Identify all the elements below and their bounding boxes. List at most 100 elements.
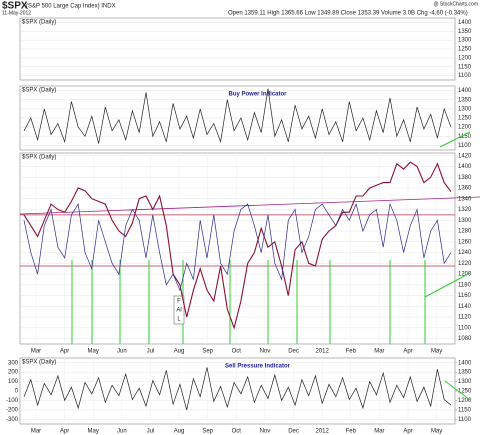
y-tick-label: 1200 bbox=[458, 125, 472, 131]
panel-label: $SPX (Daily) bbox=[22, 88, 56, 94]
y-tick-label: 1300 bbox=[458, 106, 472, 112]
y-tick-label: 0 bbox=[15, 389, 19, 395]
annotation: Al bbox=[176, 308, 181, 314]
x-tick-label: Aug bbox=[174, 429, 185, 435]
x-tick-label: Mar bbox=[374, 429, 384, 435]
trend-line bbox=[444, 380, 471, 401]
y-tick-label: 1140 bbox=[458, 304, 472, 310]
x-tick-label: May bbox=[431, 349, 442, 355]
y-tick-label: 1250 bbox=[458, 47, 472, 53]
x-tick-label: Dec bbox=[288, 349, 299, 355]
y-tick-label: 1200 bbox=[458, 55, 472, 61]
source: @ StockCharts.com bbox=[433, 1, 478, 7]
x-tick-label: May bbox=[88, 349, 99, 355]
y-tick-label: 1120 bbox=[458, 315, 472, 321]
x-tick-label: May bbox=[88, 429, 99, 435]
x-tick-label: Apr bbox=[403, 429, 412, 435]
annotation: F bbox=[177, 299, 181, 305]
y-tick-label: 1420 bbox=[458, 153, 472, 159]
y-tick-label: 1220 bbox=[458, 261, 472, 267]
series-line bbox=[23, 161, 452, 330]
x-tick-label: Sep bbox=[202, 429, 213, 435]
y-tick-label: 1280 bbox=[458, 229, 472, 235]
y-tick-label: 1320 bbox=[458, 207, 472, 213]
y-tick-label: 1400 bbox=[458, 88, 472, 94]
panel-title: Buy Power Indicator bbox=[228, 92, 287, 98]
panel-label: $SPX (Daily) bbox=[22, 20, 56, 26]
series-line bbox=[23, 88, 452, 144]
annotation-box bbox=[173, 295, 185, 325]
y-tick-label: 1350 bbox=[458, 29, 472, 35]
y-tick-label: 1300 bbox=[458, 218, 472, 224]
x-tick-label: Feb bbox=[346, 429, 357, 435]
x-tick-label: Apr bbox=[60, 429, 69, 435]
series-line bbox=[23, 202, 452, 292]
y-tick-label: 1400 bbox=[458, 20, 472, 26]
y-tick-label: 1180 bbox=[458, 282, 472, 288]
x-tick-label: Mar bbox=[31, 429, 41, 435]
y-tick-label: -300 bbox=[6, 417, 19, 423]
y-tick-label: 1200 bbox=[458, 272, 472, 278]
trend-line bbox=[424, 272, 471, 298]
x-tick-label: Apr bbox=[403, 349, 412, 355]
trend-line bbox=[439, 131, 471, 148]
y-tick-label: 1100 bbox=[458, 73, 472, 79]
y2-tick-label: 1400 bbox=[458, 360, 472, 366]
y-tick-label: 200 bbox=[8, 370, 19, 376]
x-tick-label: Jun bbox=[117, 429, 127, 435]
y2-tick-label: 1150 bbox=[458, 407, 472, 413]
x-tick-label: Aug bbox=[174, 349, 185, 355]
panel-title: Sell Pressure Indicator bbox=[225, 364, 291, 370]
y-tick-label: 1380 bbox=[458, 175, 472, 181]
y2-tick-label: 1350 bbox=[458, 370, 472, 376]
y2-tick-label: 1250 bbox=[458, 389, 472, 395]
x-tick-label: Oct bbox=[232, 429, 242, 435]
y-tick-label: 1150 bbox=[458, 134, 472, 140]
x-tick-label: Mar bbox=[31, 349, 41, 355]
panel-label: $SPX (Daily) bbox=[22, 155, 56, 161]
y-tick-label: 1350 bbox=[458, 97, 472, 103]
x-tick-label: 2012 bbox=[315, 349, 329, 355]
x-tick-label: Feb bbox=[346, 349, 357, 355]
series-line bbox=[23, 367, 452, 410]
y-tick-label: 1160 bbox=[458, 293, 472, 299]
y-tick-label: 300 bbox=[8, 360, 19, 366]
panel-label: $SPX (Daily) bbox=[22, 360, 56, 366]
y-tick-label: 1080 bbox=[458, 336, 472, 342]
y-tick-label: 100 bbox=[8, 379, 19, 385]
x-tick-label: Jun bbox=[117, 349, 127, 355]
y-tick-label: -200 bbox=[6, 407, 19, 413]
quote: Open 1359.11 High 1365.66 Low 1349.89 Cl… bbox=[228, 11, 468, 17]
symbol-name: (S&P 500 Large Cap Index) INDX bbox=[26, 4, 116, 10]
x-tick-label: Oct bbox=[232, 349, 242, 355]
y-tick-label: 1100 bbox=[458, 143, 472, 149]
x-tick-label: Jul bbox=[147, 429, 155, 435]
y2-tick-label: 1300 bbox=[458, 379, 472, 385]
y2-tick-label: 1100 bbox=[458, 417, 472, 423]
y-tick-label: 1300 bbox=[458, 38, 472, 44]
y-tick-label: 1150 bbox=[458, 64, 472, 70]
x-tick-label: 2012 bbox=[315, 429, 329, 435]
annotation: L bbox=[177, 317, 181, 323]
x-tick-label: Apr bbox=[60, 349, 69, 355]
x-tick-label: Dec bbox=[288, 429, 299, 435]
y-tick-label: 1250 bbox=[458, 116, 472, 122]
x-tick-label: May bbox=[431, 429, 442, 435]
x-tick-label: Sep bbox=[202, 349, 213, 355]
y-tick-label: 1360 bbox=[458, 186, 472, 192]
y2-tick-label: 1200 bbox=[458, 398, 472, 404]
x-tick-label: Nov bbox=[260, 429, 271, 435]
y-tick-label: 1260 bbox=[458, 239, 472, 245]
x-tick-label: Jul bbox=[147, 349, 155, 355]
y-tick-label: -100 bbox=[6, 398, 19, 404]
trend-line bbox=[19, 196, 480, 215]
y-tick-label: 1100 bbox=[458, 325, 472, 331]
y-tick-label: 1400 bbox=[458, 164, 472, 170]
x-tick-label: Mar bbox=[374, 349, 384, 355]
y-tick-label: 1340 bbox=[458, 196, 472, 202]
symbol: $SPX bbox=[2, 1, 28, 12]
date: 11-May-2012 bbox=[2, 10, 31, 16]
y-tick-label: 1240 bbox=[458, 250, 472, 256]
x-tick-label: Nov bbox=[260, 349, 271, 355]
